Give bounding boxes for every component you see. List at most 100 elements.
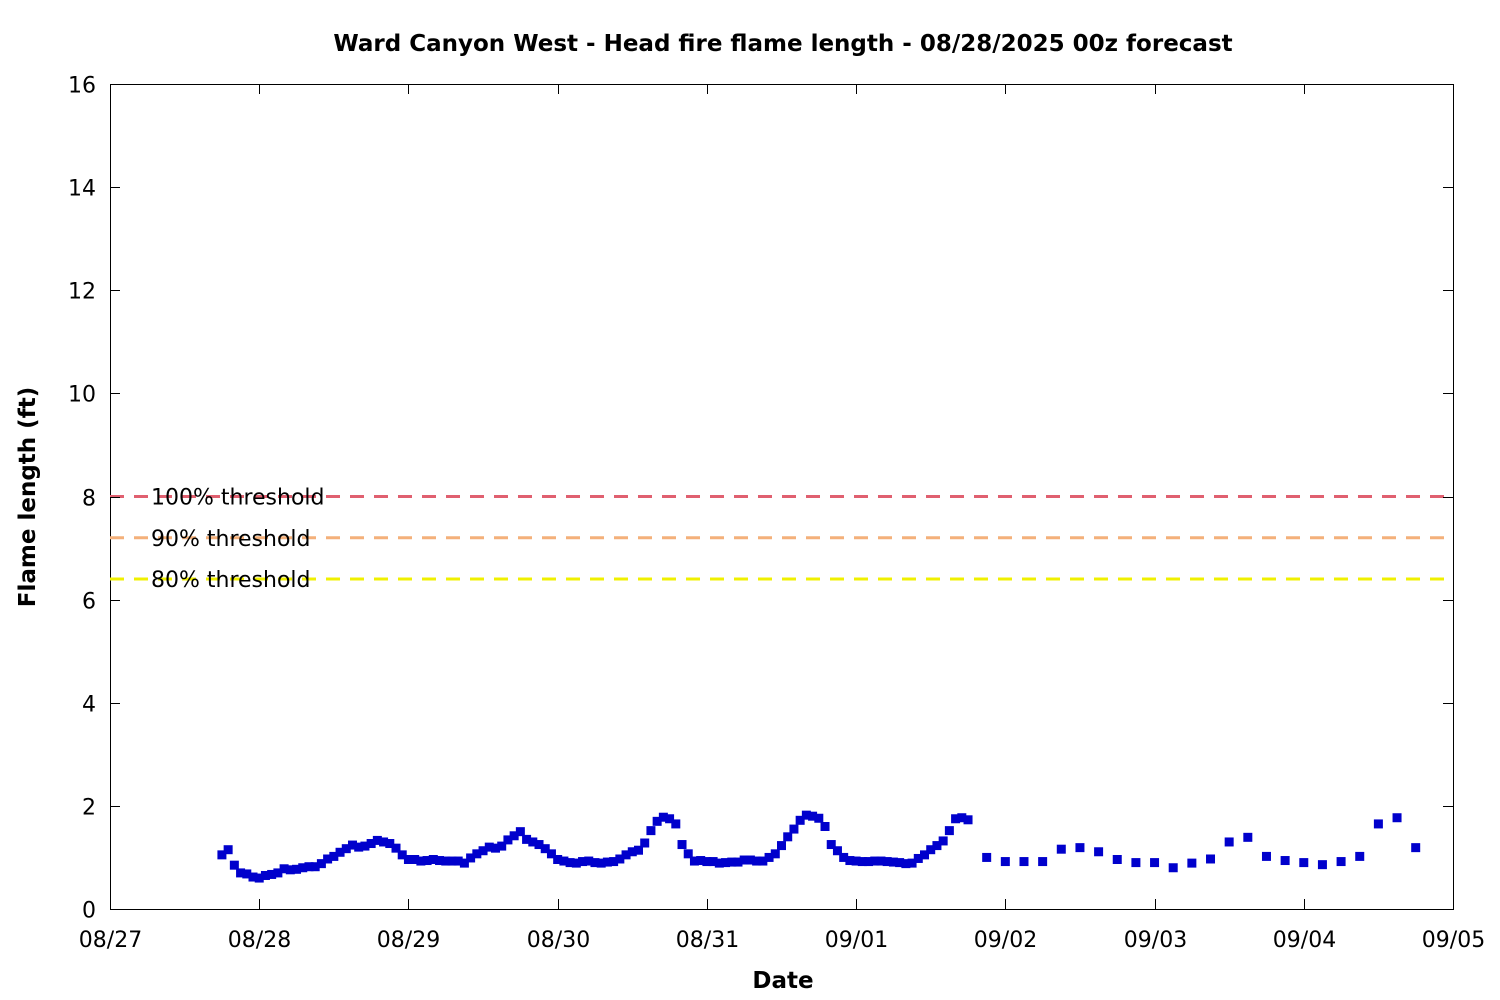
data-point: [453, 856, 463, 866]
data-point: [223, 845, 233, 855]
data-point: [379, 837, 389, 847]
x-tick-label: 08/27: [79, 928, 142, 953]
data-point: [466, 853, 476, 863]
data-point: [584, 856, 594, 866]
data-point: [435, 856, 445, 866]
data-point: [217, 850, 227, 860]
data-point: [770, 849, 780, 859]
data-point: [689, 856, 699, 866]
data-point: [957, 813, 967, 823]
data-point: [1206, 854, 1216, 864]
y-tick-label: 12: [68, 280, 96, 305]
data-point: [248, 872, 258, 882]
data-point: [677, 840, 687, 850]
data-point: [721, 858, 731, 868]
data-point: [1299, 858, 1309, 868]
data-point: [559, 856, 569, 866]
data-point: [267, 869, 277, 879]
data-point: [522, 834, 532, 844]
data-point: [1131, 858, 1141, 868]
data-point: [1168, 863, 1178, 873]
y-tick-label: 10: [68, 383, 96, 408]
data-point: [832, 846, 842, 856]
data-point: [658, 812, 668, 822]
data-point: [354, 842, 364, 852]
data-point: [1075, 843, 1085, 853]
x-axis-ticks: 08/27 08/28 08/29 08/30 08/31 09/01 09/02 09/03…: [79, 84, 1485, 953]
y-axis-label: Flame length (ft): [15, 387, 41, 607]
data-point: [727, 857, 737, 867]
data-points: [217, 810, 1421, 883]
data-point: [764, 852, 774, 862]
data-point: [888, 857, 898, 867]
data-point: [696, 856, 706, 866]
data-point: [478, 846, 488, 856]
data-point: [609, 857, 619, 867]
data-point: [546, 849, 556, 859]
data-point: [1038, 857, 1048, 867]
data-point: [882, 857, 892, 867]
x-axis-label: Date: [752, 968, 813, 994]
data-point: [640, 838, 650, 848]
data-point: [839, 852, 849, 862]
data-point: [876, 856, 886, 866]
data-point: [1112, 855, 1122, 864]
x-tick-label: 08/30: [527, 928, 590, 953]
data-point: [1373, 819, 1383, 829]
x-tick-label: 08/29: [377, 928, 440, 953]
data-point: [739, 855, 749, 865]
y-tick-label: 0: [82, 899, 96, 924]
data-point: [615, 854, 625, 864]
x-tick-label: 09/03: [1124, 928, 1187, 953]
x-tick-label: 08/28: [228, 928, 291, 953]
data-point: [397, 850, 407, 860]
data-point: [926, 845, 936, 855]
data-point: [845, 856, 855, 866]
data-point: [683, 849, 693, 859]
data-point: [907, 858, 917, 868]
data-point: [814, 813, 824, 823]
data-point: [1000, 857, 1010, 867]
threshold-legend: 100% threshold 90% threshold 80% threshold: [151, 486, 325, 594]
data-point: [590, 858, 600, 868]
y-tick-label: 6: [82, 590, 96, 615]
data-point: [1411, 843, 1421, 853]
data-point: [870, 856, 880, 866]
data-point: [416, 856, 426, 866]
data-point: [279, 864, 289, 874]
data-point: [1336, 857, 1346, 867]
data-point: [1317, 860, 1327, 870]
y-tick-label: 14: [68, 177, 96, 202]
data-point: [702, 857, 712, 867]
data-point: [285, 865, 295, 875]
data-point: [646, 826, 656, 836]
data-point: [944, 826, 954, 836]
data-point: [920, 850, 930, 860]
y-tick-label: 16: [68, 74, 96, 99]
data-point: [951, 814, 961, 824]
data-point: [745, 855, 755, 865]
data-point: [578, 857, 588, 867]
data-point: [509, 831, 519, 841]
data-point: [341, 844, 351, 854]
data-point: [820, 822, 830, 831]
data-point: [851, 856, 861, 866]
data-point: [428, 855, 438, 864]
data-point: [372, 835, 382, 845]
data-point: [316, 859, 326, 869]
data-point: [714, 858, 724, 868]
data-point: [292, 864, 302, 874]
data-point: [596, 858, 606, 868]
data-point: [484, 842, 494, 852]
data-point: [1392, 813, 1402, 823]
data-point: [777, 841, 786, 851]
data-point: [789, 824, 799, 834]
data-point: [515, 827, 525, 837]
data-point: [503, 835, 513, 845]
data-point: [982, 852, 992, 862]
data-point: [963, 815, 973, 825]
data-point: [895, 858, 905, 868]
x-tick-label: 09/04: [1273, 928, 1336, 953]
data-point: [441, 856, 451, 866]
